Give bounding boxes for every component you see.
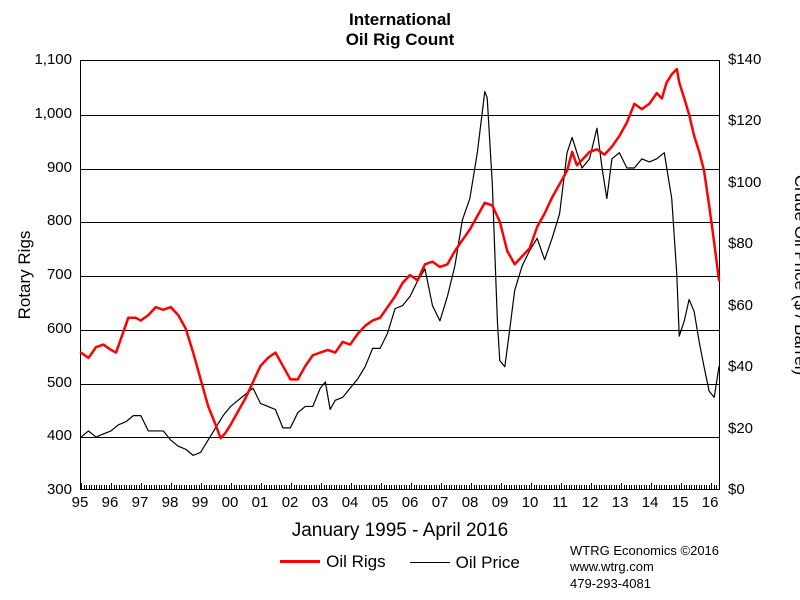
ytick-right: $80 [728, 235, 753, 252]
chart-container: International Oil Rig Count Rotary Rigs … [0, 0, 800, 600]
xtick: 99 [188, 494, 212, 511]
series-oil-price [81, 92, 719, 456]
ytick-left: 700 [20, 266, 72, 283]
ytick-right: $100 [728, 174, 761, 191]
xtick: 03 [308, 494, 332, 511]
xtick: 09 [488, 494, 512, 511]
xtick: 97 [128, 494, 152, 511]
xtick: 04 [338, 494, 362, 511]
x-axis-label: January 1995 - April 2016 [80, 520, 720, 542]
xtick: 12 [578, 494, 602, 511]
y-axis-right-label: Crude Oil Price ($ / Barrel) [790, 145, 800, 405]
ytick-right: $40 [728, 358, 753, 375]
xtick: 06 [398, 494, 422, 511]
xtick: 01 [248, 494, 272, 511]
xtick: 14 [638, 494, 662, 511]
xtick: 13 [608, 494, 632, 511]
legend-swatch [410, 562, 450, 563]
credit-line: www.wtrg.com [570, 559, 719, 575]
ytick-right: $140 [728, 51, 761, 68]
xtick: 96 [98, 494, 122, 511]
ytick-right: $120 [728, 112, 761, 129]
ytick-left: 800 [20, 212, 72, 229]
series-oil-rigs [81, 69, 719, 438]
legend-item: Oil Price [410, 553, 520, 573]
xtick: 02 [278, 494, 302, 511]
legend-swatch [280, 560, 320, 563]
xtick: 08 [458, 494, 482, 511]
credit-line: WTRG Economics ©2016 [570, 543, 719, 559]
ytick-right: $0 [728, 481, 745, 498]
ytick-left: 900 [20, 159, 72, 176]
credit-line: 479-293-4081 [570, 576, 719, 592]
xtick: 10 [518, 494, 542, 511]
plot-area [80, 60, 720, 490]
ytick-left: 400 [20, 427, 72, 444]
title-line1: International [0, 10, 800, 30]
title-line2: Oil Rig Count [0, 30, 800, 50]
ytick-right: $20 [728, 420, 753, 437]
xtick: 05 [368, 494, 392, 511]
xtick: 95 [68, 494, 92, 511]
chart-title: International Oil Rig Count [0, 10, 800, 50]
ytick-left: 500 [20, 374, 72, 391]
xtick: 16 [698, 494, 722, 511]
xtick: 11 [548, 494, 572, 511]
series-layer [81, 61, 719, 489]
ytick-right: $60 [728, 297, 753, 314]
ytick-left: 300 [20, 481, 72, 498]
legend-label: Oil Price [456, 553, 520, 573]
xtick: 98 [158, 494, 182, 511]
legend-item: Oil Rigs [280, 552, 386, 572]
xtick: 07 [428, 494, 452, 511]
legend-label: Oil Rigs [326, 552, 386, 572]
xtick: 15 [668, 494, 692, 511]
ytick-left: 1,100 [20, 51, 72, 68]
credits: WTRG Economics ©2016www.wtrg.com479-293-… [570, 543, 719, 592]
ytick-left: 1,000 [20, 105, 72, 122]
xtick: 00 [218, 494, 242, 511]
ytick-left: 600 [20, 320, 72, 337]
